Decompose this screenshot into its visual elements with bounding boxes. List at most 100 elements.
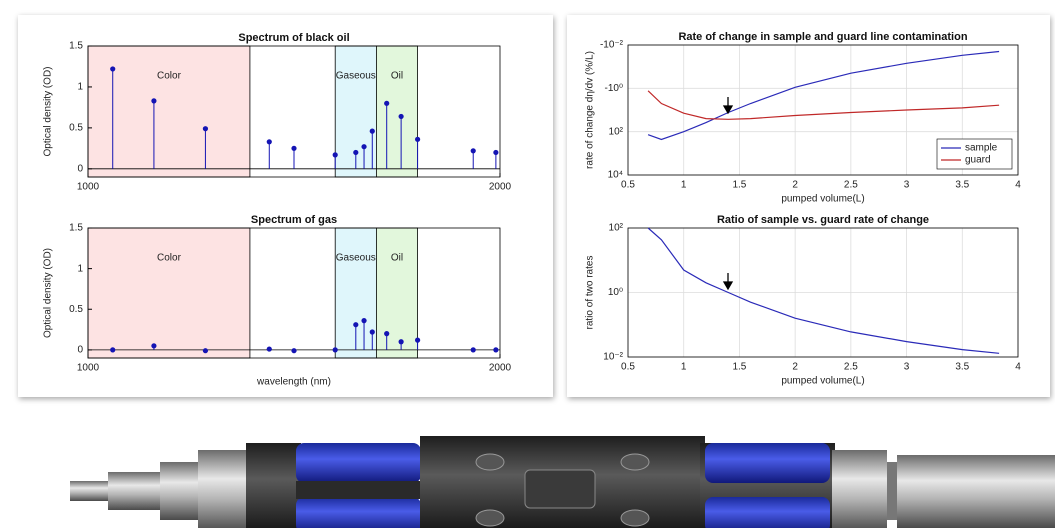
x-tick-label: 4: [1015, 180, 1021, 191]
region-label: Gaseous: [336, 253, 376, 264]
x-tick-label: 2: [792, 362, 798, 373]
y-axis-label: Optical density (OD): [43, 66, 54, 156]
packer: [296, 497, 421, 528]
x-tick-label: 0.5: [621, 180, 635, 191]
port: [621, 454, 649, 470]
tool-part: [198, 450, 248, 528]
x-tick-label: 2: [792, 180, 798, 191]
x-tick-label: 1.5: [732, 180, 746, 191]
x-tick-label: 4: [1015, 362, 1021, 373]
port: [621, 510, 649, 526]
stem-marker: [353, 150, 358, 155]
stem-marker: [399, 339, 404, 344]
region: [376, 46, 417, 177]
y-tick-label: 1.5: [69, 223, 83, 234]
region-label: Oil: [391, 71, 403, 82]
x-tick-label: 2000: [489, 363, 512, 374]
packer: [705, 497, 830, 528]
y-tick-label: -10⁻²: [600, 40, 624, 51]
stem-marker: [203, 126, 208, 131]
figure: Color Gaseous Oil 0 0.5 1 1.5 1000 2000 Spectrum …: [0, 0, 1055, 528]
tool-part: [108, 472, 163, 510]
chart-title: Spectrum of gas: [251, 214, 337, 226]
region-label: Oil: [391, 253, 403, 264]
stem-marker: [353, 322, 358, 327]
tool-part: [832, 450, 887, 528]
y-tick-label: 1.5: [69, 41, 83, 52]
stem-marker: [471, 148, 476, 153]
region-label: Gaseous: [336, 71, 376, 82]
legend-label: guard: [965, 155, 991, 166]
x-tick-label: 1.5: [732, 362, 746, 373]
stem-marker: [493, 150, 498, 155]
y-tick-label: 10²: [609, 126, 624, 137]
x-tick-label: 2.5: [844, 180, 858, 191]
stem-marker: [361, 318, 366, 323]
packer: [296, 443, 421, 483]
page: {"chart_data": [ {"type": "stem", "title…: [0, 0, 1055, 528]
y-tick-label: 0.5: [69, 304, 83, 315]
y-axis-label: ratio of two rates: [585, 256, 596, 330]
stem-marker: [151, 343, 156, 348]
stem-marker: [471, 347, 476, 352]
tool-part: [296, 481, 421, 499]
stem-marker: [370, 329, 375, 334]
stem-marker: [291, 348, 296, 353]
y-tick-label: 1: [77, 82, 83, 93]
port: [476, 454, 504, 470]
port: [476, 510, 504, 526]
stem-marker: [370, 129, 375, 134]
region: [376, 228, 417, 358]
chart-title: Spectrum of black oil: [238, 32, 349, 44]
y-tick-label: -10⁰: [605, 83, 623, 94]
y-axis-label: rate of change dη/dv (%/L): [585, 51, 596, 169]
region-label: Color: [157, 71, 182, 82]
stem-marker: [110, 66, 115, 71]
tool-part: [897, 455, 1055, 528]
x-tick-label: 2000: [489, 182, 512, 193]
stem-marker: [415, 338, 420, 343]
tool-image: [70, 436, 1055, 528]
x-tick-label: 1000: [77, 182, 100, 193]
x-tick-label: 3.5: [955, 362, 969, 373]
chart-title: Rate of change in sample and guard line …: [678, 31, 967, 43]
stem-marker: [203, 348, 208, 353]
legend-label: sample: [965, 143, 998, 154]
x-axis-label: pumped volume(L): [781, 194, 864, 205]
stem-marker: [291, 146, 296, 151]
x-tick-label: 0.5: [621, 362, 635, 373]
tool-part: [70, 481, 110, 501]
x-tick-label: 3: [904, 362, 910, 373]
tool-part: [887, 462, 897, 520]
y-tick-label: 0: [77, 345, 83, 356]
region-label: Color: [157, 253, 182, 264]
y-tick-label: 10⁰: [608, 287, 623, 298]
panel: [567, 15, 1050, 397]
tool-part: [160, 462, 200, 520]
region: [88, 228, 250, 358]
stem-marker: [384, 101, 389, 106]
y-tick-label: 1: [77, 263, 83, 274]
stem-marker: [267, 139, 272, 144]
x-tick-label: 1000: [77, 363, 100, 374]
stem-marker: [384, 331, 389, 336]
chart-title: Ratio of sample vs. guard rate of change: [717, 214, 929, 226]
x-axis-label: pumped volume(L): [781, 376, 864, 387]
stem-marker: [110, 347, 115, 352]
y-axis-label: Optical density (OD): [43, 248, 54, 338]
x-tick-label: 3: [904, 180, 910, 191]
y-tick-label: 10²: [609, 223, 624, 234]
tool-part: [246, 443, 301, 528]
x-tick-label: 2.5: [844, 362, 858, 373]
stem-marker: [493, 347, 498, 352]
packer: [705, 443, 830, 483]
x-tick-label: 1: [681, 180, 687, 191]
x-tick-label: 1: [681, 362, 687, 373]
stem-marker: [415, 137, 420, 142]
y-tick-label: 0.5: [69, 123, 83, 134]
x-axis-label: wavelength (nm): [256, 377, 331, 388]
stem-marker: [267, 346, 272, 351]
stem-marker: [333, 347, 338, 352]
stem-marker: [361, 144, 366, 149]
stem-marker: [333, 152, 338, 157]
